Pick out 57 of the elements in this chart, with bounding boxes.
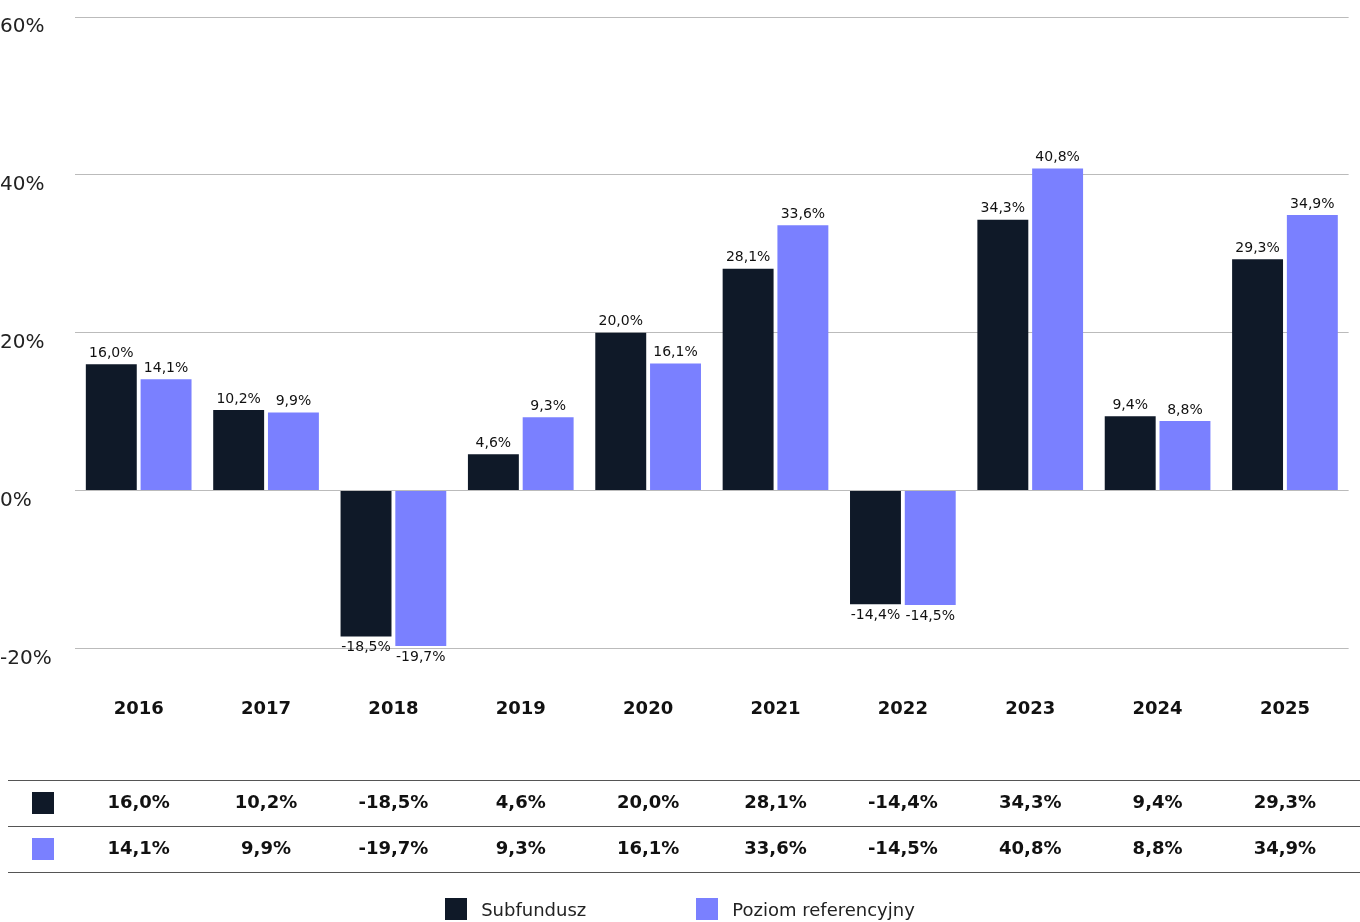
text: 28,1% — [725, 248, 771, 265]
text: 20,0% — [598, 312, 643, 329]
y-tick-label: 0% — [0, 486, 32, 511]
text: 40,8% — [1035, 148, 1080, 165]
y-tick-label: -20% — [0, 644, 52, 669]
data-label: 29,3% — [1253, 791, 1317, 812]
text: 9,9% — [275, 392, 312, 409]
data-label: -14,5% — [867, 837, 938, 858]
data-label: 34,3% — [998, 791, 1062, 812]
x-tick-label: 2019 — [495, 696, 546, 718]
text: 14,1% — [143, 358, 189, 375]
data-label: 34,9% — [1253, 837, 1317, 858]
data-label: -14,4% — [867, 791, 938, 812]
data-label: 14,1% — [107, 837, 170, 858]
text: 34,9% — [1290, 194, 1335, 211]
x-tick-label: 2022 — [877, 696, 928, 718]
text: -18,5% — [341, 638, 391, 655]
x-tick-label: 2021 — [750, 696, 801, 718]
data-label: 9,9% — [241, 837, 291, 858]
text: 16,0% — [89, 343, 134, 360]
y-tick-label: 20% — [0, 328, 45, 353]
text: 9,3% — [530, 396, 566, 413]
data-label: 9,4% — [1132, 791, 1183, 812]
text: -14,4% — [850, 605, 901, 622]
text: -14,5% — [905, 606, 956, 623]
text: 9,4% — [1112, 396, 1148, 412]
text: 33,6% — [780, 205, 826, 221]
x-tick-label: 2020 — [623, 696, 674, 718]
text: 16,1% — [653, 343, 698, 360]
data-label: 33,6% — [744, 837, 807, 858]
x-tick-label: 2018 — [368, 696, 419, 718]
data-label: -19,7% — [358, 837, 429, 858]
text: 8,8% — [1167, 400, 1203, 417]
legend-label: Poziom referencyjny — [732, 898, 915, 920]
text: 10,2% — [216, 389, 261, 406]
text: -19,7% — [396, 647, 446, 664]
text: 4,6% — [475, 433, 512, 450]
x-tick-label: 2023 — [1005, 696, 1056, 718]
legend-label: Subfundusz — [481, 898, 587, 920]
data-label: 4,6% — [495, 791, 546, 812]
data-label: 28,1% — [744, 791, 807, 812]
y-tick-label: 40% — [0, 171, 45, 196]
data-label: 8,8% — [1132, 837, 1183, 858]
x-tick-label: 2024 — [1132, 696, 1183, 718]
x-tick-label: 2017 — [240, 696, 292, 718]
data-label: -18,5% — [358, 791, 429, 812]
data-label: 16,0% — [107, 791, 170, 812]
x-tick-label: 2016 — [113, 696, 164, 718]
text: 34,3% — [980, 199, 1026, 216]
data-label: 20,0% — [616, 791, 680, 812]
data-label: 16,1% — [616, 837, 680, 858]
data-label: 10,2% — [234, 791, 298, 812]
data-label: 40,8% — [998, 837, 1062, 858]
y-tick-label: 60% — [0, 13, 45, 38]
text: 29,3% — [1235, 238, 1280, 255]
data-label: 9,3% — [495, 837, 546, 858]
x-tick-label: 2025 — [1259, 696, 1311, 718]
